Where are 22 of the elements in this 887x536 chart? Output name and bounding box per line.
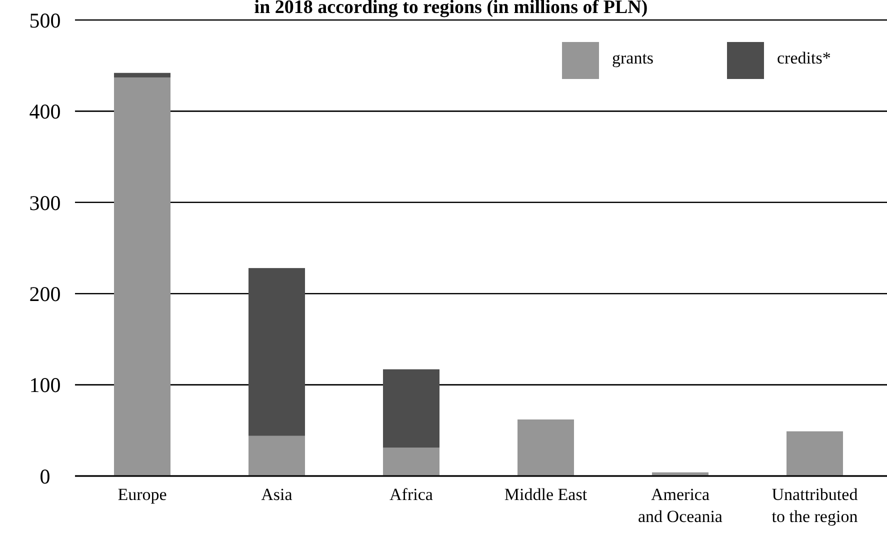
bar [383,448,440,476]
x-tick-label: Asia [261,485,293,504]
bar [248,268,305,436]
bar [248,436,305,476]
y-tick-label: 100 [29,373,61,398]
bar [114,77,170,476]
bar [786,431,843,476]
y-tick-label: 0 [40,464,50,488]
x-tick-label: America and Oceania [638,485,723,526]
x-tick-label: Unattributed to the region [772,485,858,526]
y-tick-label: 500 [29,8,61,32]
x-tick-label: Europe [118,485,167,504]
bar [383,369,440,448]
y-tick-label: 300 [29,190,61,215]
y-tick-label: 200 [29,282,61,306]
legend-label: credits* [777,48,831,68]
y-tick-label: 400 [29,100,61,124]
legend-label: grants [612,48,654,68]
bar [114,72,170,78]
bar [518,419,574,476]
x-tick-label: Africa [390,485,434,504]
x-tick-label: Middle East [504,485,588,504]
